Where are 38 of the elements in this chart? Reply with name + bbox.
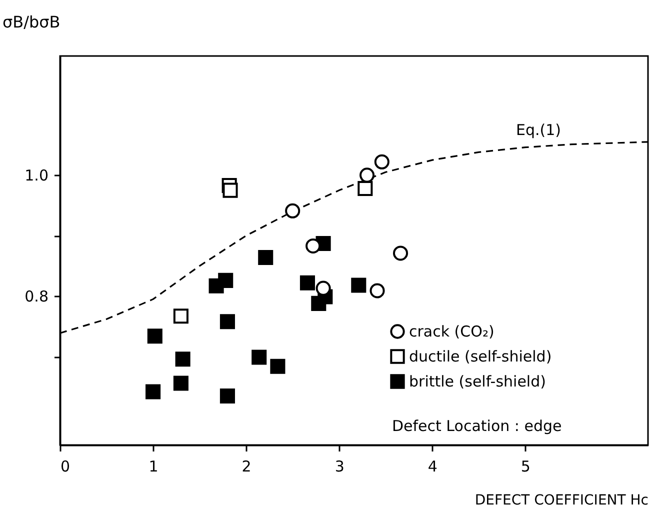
point bbox=[316, 280, 331, 296]
annotation: Eq.(1) bbox=[516, 121, 562, 139]
annotation: Defect Location : edge bbox=[392, 417, 562, 435]
x-tick-label: 1 bbox=[148, 458, 158, 476]
legend-label: crack (CO₂) bbox=[409, 322, 494, 340]
point bbox=[222, 182, 238, 198]
point bbox=[147, 328, 162, 344]
y-tick-label: 0.8 bbox=[24, 288, 48, 306]
point bbox=[285, 203, 300, 218]
x-tick-label: 3 bbox=[334, 458, 344, 476]
point bbox=[173, 308, 188, 324]
y-tick-label: 1.0 bbox=[24, 166, 48, 185]
point bbox=[306, 238, 321, 254]
point bbox=[218, 272, 234, 288]
point bbox=[173, 376, 188, 391]
x-tick-label: 2 bbox=[242, 458, 252, 476]
point bbox=[146, 384, 161, 400]
point bbox=[311, 296, 326, 311]
point bbox=[258, 250, 274, 265]
point bbox=[300, 275, 315, 290]
y-axis-title: σB/bσB bbox=[2, 12, 60, 32]
point bbox=[370, 283, 385, 298]
point bbox=[393, 246, 408, 261]
point bbox=[360, 168, 375, 183]
legend-label: ductile (self-shield) bbox=[409, 348, 552, 366]
x-tick-label: 4 bbox=[428, 458, 438, 476]
legend-label: brittle (self-shield) bbox=[409, 372, 546, 390]
point bbox=[175, 352, 190, 367]
point bbox=[358, 180, 373, 196]
point bbox=[220, 314, 235, 330]
point bbox=[252, 350, 267, 365]
point bbox=[351, 278, 366, 293]
point bbox=[374, 154, 390, 170]
x-tick-label: 0 bbox=[60, 458, 70, 476]
point bbox=[220, 388, 235, 404]
point bbox=[270, 358, 286, 374]
x-tick-label: 5 bbox=[520, 458, 530, 476]
x-axis-title: DEFECT COEFFICIENT Hc bbox=[474, 492, 648, 508]
